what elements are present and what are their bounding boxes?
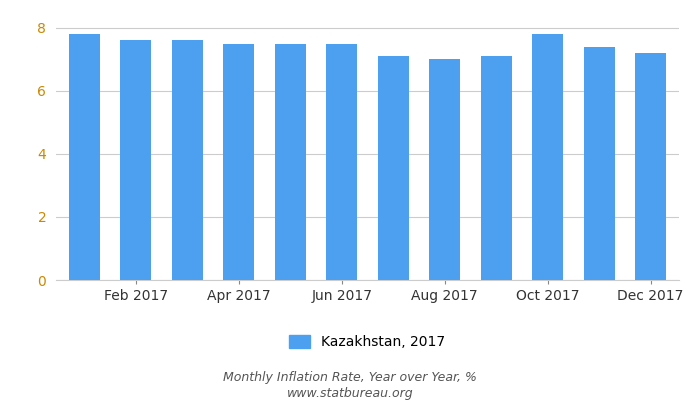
Bar xyxy=(275,44,306,280)
Bar xyxy=(223,44,254,280)
Bar xyxy=(635,53,666,280)
Legend: Kazakhstan, 2017: Kazakhstan, 2017 xyxy=(284,330,451,355)
Bar xyxy=(69,34,100,280)
Bar xyxy=(584,47,615,280)
Bar xyxy=(532,34,564,280)
Text: www.statbureau.org: www.statbureau.org xyxy=(287,388,413,400)
Bar xyxy=(172,40,203,280)
Text: Monthly Inflation Rate, Year over Year, %: Monthly Inflation Rate, Year over Year, … xyxy=(223,372,477,384)
Bar xyxy=(481,56,512,280)
Bar xyxy=(429,59,460,280)
Bar xyxy=(378,56,409,280)
Bar xyxy=(120,40,151,280)
Bar xyxy=(326,44,357,280)
